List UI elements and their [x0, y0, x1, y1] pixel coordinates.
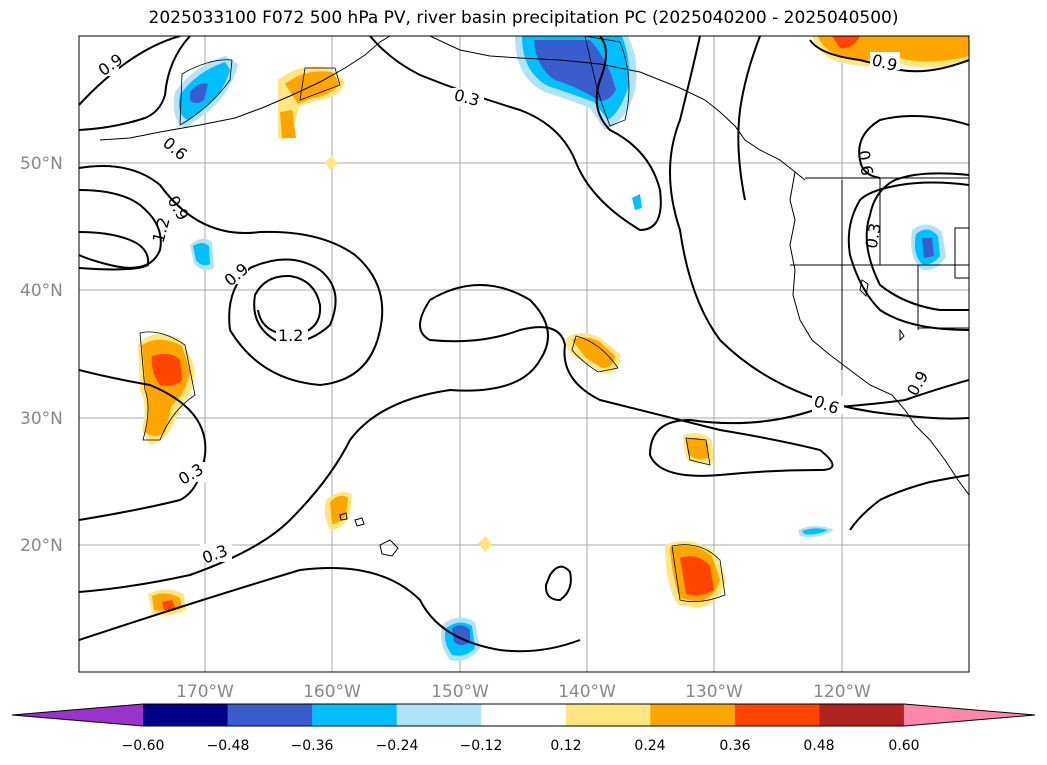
colorbar-segment	[481, 704, 567, 726]
contour-line	[847, 181, 969, 331]
precip-positive-blob	[832, 36, 860, 49]
contour-line	[544, 565, 572, 602]
contour-label: 0.3	[862, 222, 885, 250]
colorbar	[11, 703, 1036, 727]
precip-positive-blob	[280, 110, 296, 138]
precip-positive-blob	[330, 495, 348, 524]
colorbar-tick-label: −0.12	[460, 738, 503, 754]
longitude-labels: 170°W 160°W 150°W 140°W 130°W 120°W	[176, 682, 871, 702]
contour-line	[369, 36, 662, 232]
lat-label: 20°N	[20, 536, 63, 556]
lon-label: 140°W	[558, 682, 616, 702]
contour-line	[79, 567, 581, 653]
precip-positive-blob	[818, 36, 969, 62]
precip-positive-blob	[686, 437, 708, 460]
lat-label: 50°N	[20, 154, 63, 174]
precip-positive-blob	[572, 337, 615, 368]
map-title: 2025033100 F072 500 hPa PV, river basin …	[148, 8, 899, 28]
contour-line	[79, 284, 969, 593]
map-area	[79, 36, 969, 672]
colorbar-segment	[650, 704, 736, 726]
colorbar-segment	[565, 704, 651, 726]
colorbar-tick-label: −0.24	[376, 738, 419, 754]
hawaii-island	[339, 512, 348, 521]
colorbar-outline	[11, 703, 1036, 727]
lat-label: 30°N	[20, 409, 63, 429]
colorbar-tick-label: 0.60	[888, 738, 919, 754]
precip-shading	[138, 36, 969, 661]
precip-outlines	[139, 36, 726, 603]
colorbar-tick-label: −0.36	[291, 738, 334, 754]
contour-line	[79, 189, 162, 269]
hawaii-island	[354, 517, 365, 527]
precip-negative-blob	[534, 40, 616, 101]
precip-positive-blob	[151, 353, 182, 386]
colorbar-segment	[312, 704, 398, 726]
precip-positive-blob	[162, 600, 176, 610]
coastlines	[99, 36, 969, 557]
colorbar-tick-label: −0.60	[122, 738, 165, 754]
map-frame	[78, 35, 970, 673]
colorbar-tick-label: 0.48	[803, 738, 834, 754]
latitude-labels: 50°N 40°N 30°N 20°N	[20, 154, 63, 556]
contour-line	[849, 474, 969, 531]
contour-line	[669, 36, 969, 420]
contour-label: 0.6	[854, 149, 877, 177]
contour-line	[79, 36, 181, 106]
precip-positive-blob	[478, 536, 492, 552]
lon-label: 150°W	[431, 682, 489, 702]
precip-negative-blob	[193, 243, 210, 266]
state-borders	[790, 177, 969, 370]
alaska-coastline	[429, 36, 806, 181]
contour-line	[865, 172, 969, 311]
island	[899, 328, 905, 342]
colorbar-extend-min	[12, 704, 143, 726]
colorbar-tick-label: 0.24	[634, 738, 665, 754]
contour-line	[79, 231, 150, 271]
lon-label: 130°W	[685, 682, 743, 702]
colorbar-tick-label: 0.12	[550, 738, 581, 754]
contour-line	[737, 36, 761, 201]
colorbar-segment	[396, 704, 482, 726]
hawaii-island	[379, 539, 399, 557]
precip-negative-blob	[190, 83, 208, 103]
precip-negative-blob	[922, 238, 934, 258]
precip-negative-blob	[632, 194, 642, 210]
alaska-coastline	[99, 36, 391, 141]
precip-positive-blob	[285, 71, 340, 104]
contour-line	[79, 369, 207, 521]
colorbar-extend-max	[903, 704, 1035, 726]
contour-line	[79, 36, 191, 131]
lon-label: 120°W	[813, 682, 871, 702]
island	[859, 279, 869, 298]
contour-line	[858, 115, 969, 179]
colorbar-segment	[734, 704, 820, 726]
colorbar-ticks: −0.60 −0.48 −0.36 −0.24 −0.12 0.12 0.24 …	[122, 738, 920, 754]
precip-negative-blob	[802, 528, 828, 535]
lon-label: 170°W	[176, 682, 234, 702]
lon-label: 160°W	[303, 682, 361, 702]
colorbar-segment	[227, 704, 313, 726]
precip-positive-blob	[680, 556, 714, 596]
colorbar-segment	[143, 704, 229, 726]
colorbar-tick-label: 0.36	[719, 738, 750, 754]
lat-label: 40°N	[20, 281, 63, 301]
contour-label: 1.2	[278, 326, 303, 345]
colorbar-tick-label: −0.48	[207, 738, 250, 754]
north-america-coastline	[789, 171, 969, 496]
precip-positive-blob	[325, 156, 338, 170]
colorbar-segment	[819, 704, 905, 726]
